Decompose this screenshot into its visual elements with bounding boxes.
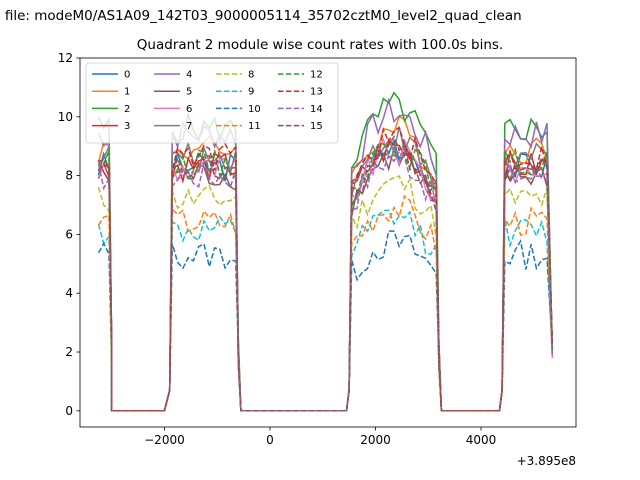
y-tick-label: 8 [65, 169, 73, 183]
x-tick-label: 4000 [466, 433, 497, 447]
legend-label-12: 12 [310, 70, 323, 81]
legend-label-10: 10 [248, 104, 261, 115]
series-line-14 [97, 150, 554, 412]
legend-label-7: 7 [186, 121, 192, 132]
x-tick-label: 0 [266, 433, 274, 447]
legend-label-0: 0 [124, 70, 130, 81]
x-tick-label: −2000 [144, 433, 185, 447]
chart-title: Quadrant 2 module wise count rates with … [136, 37, 504, 53]
y-tick-label: 0 [65, 404, 73, 418]
legend-label-11: 11 [248, 121, 261, 132]
legend-label-1: 1 [124, 87, 130, 98]
legend-label-15: 15 [310, 121, 323, 132]
legend-box [85, 62, 339, 144]
window-title: n file: modeM0/AS1A09_142T03_9000005114_… [0, 8, 522, 24]
y-tick-label: 4 [65, 286, 73, 300]
x-tick-label: 2000 [360, 433, 391, 447]
legend-label-4: 4 [186, 70, 192, 81]
legend-label-13: 13 [310, 87, 323, 98]
series-line-7 [97, 126, 554, 412]
y-tick-label: 10 [58, 110, 73, 124]
series-line-10 [97, 230, 554, 412]
series-line-8 [97, 175, 554, 412]
series-line-12 [97, 142, 554, 412]
series-line-5 [97, 144, 554, 412]
series-line-3 [97, 137, 554, 412]
legend-label-8: 8 [248, 70, 254, 81]
series-line-0 [97, 138, 554, 412]
x-offset-label: +3.895e8 [517, 454, 576, 468]
legend-label-2: 2 [124, 104, 130, 115]
legend-label-3: 3 [124, 121, 130, 132]
series-line-1 [97, 115, 554, 412]
series-line-9 [97, 209, 554, 412]
legend-label-6: 6 [186, 104, 192, 115]
y-tick-label: 12 [58, 51, 73, 65]
series-line-6 [97, 137, 554, 412]
legend-label-14: 14 [310, 104, 323, 115]
y-tick-label: 6 [65, 227, 73, 241]
series-line-15 [98, 135, 554, 412]
series-line-13 [97, 126, 554, 412]
y-tick-label: 2 [65, 345, 73, 359]
series-line-4 [97, 97, 554, 412]
plot-frame [79, 57, 577, 428]
series-line-11 [97, 194, 554, 412]
legend-label-5: 5 [186, 87, 192, 98]
legend-label-9: 9 [248, 87, 254, 98]
